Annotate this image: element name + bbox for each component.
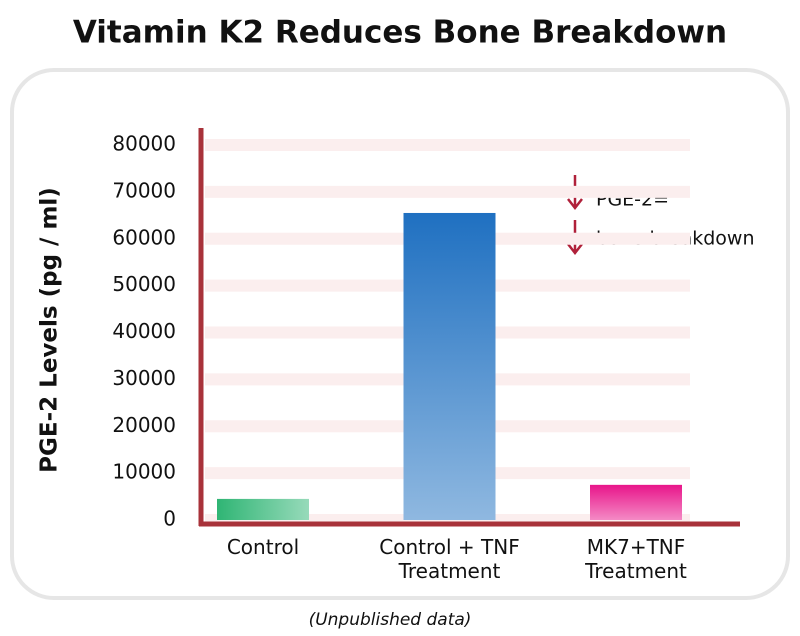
y-tick-label: 0 (163, 507, 176, 531)
y-tick-label: 10000 (112, 460, 176, 484)
bar (217, 498, 309, 520)
y-tick-label: 40000 (112, 319, 176, 343)
y-tick-label: 60000 (112, 225, 176, 249)
bar (590, 484, 682, 520)
x-tick-label: MK7+TNF Treatment (585, 535, 687, 583)
x-tick-label: Control + TNF Treatment (379, 535, 520, 583)
y-tick-label: 70000 (112, 178, 176, 202)
chart-title: Vitamin K2 Reduces Bone Breakdown (73, 15, 727, 51)
footnote: (Unpublished data) (309, 610, 472, 630)
y-tick-label: 50000 (112, 272, 176, 296)
y-tick-label: 30000 (112, 366, 176, 390)
y-axis-title: PGE-2 Levels (pg / ml) (37, 187, 63, 473)
x-tick-label: Control (226, 535, 300, 559)
y-tick-label: 80000 (112, 132, 176, 156)
y-tick-label: 20000 (112, 413, 176, 437)
bar (403, 212, 496, 520)
